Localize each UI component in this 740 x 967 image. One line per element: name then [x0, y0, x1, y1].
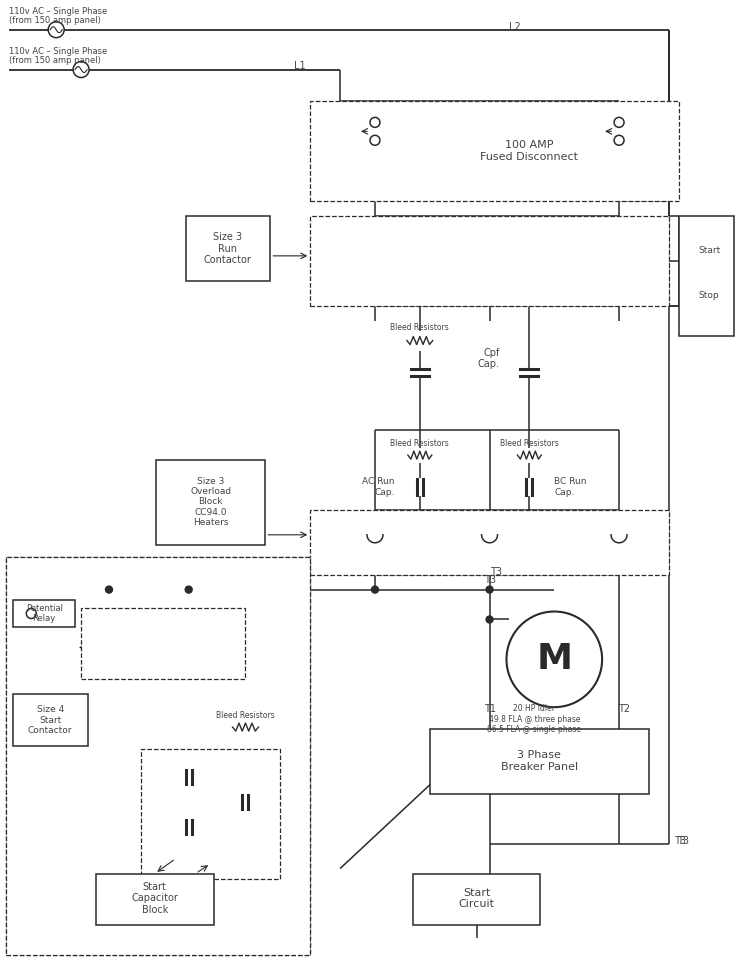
Text: T3: T3 [674, 835, 686, 846]
Bar [310, 510, 669, 574]
Circle shape [371, 586, 378, 593]
Bar [81, 607, 246, 679]
Text: Start: Start [699, 247, 721, 255]
Circle shape [370, 135, 380, 145]
Circle shape [614, 117, 624, 128]
Circle shape [506, 611, 602, 707]
Text: T3: T3 [483, 574, 496, 585]
Bar [310, 216, 669, 306]
Text: 20 HP Idler
49.8 FLA @ three phase
86.5 FLA @ single phase: 20 HP Idler 49.8 FLA @ three phase 86.5 … [488, 704, 582, 734]
Bar [7, 557, 310, 955]
Bar [13, 600, 75, 628]
Circle shape [486, 616, 493, 623]
Circle shape [370, 117, 380, 128]
Circle shape [614, 135, 624, 145]
Text: Size 3
Run
Contactor: Size 3 Run Contactor [204, 232, 252, 266]
Bar [430, 729, 649, 794]
Text: Size 4
Start
Contactor: Size 4 Start Contactor [28, 705, 73, 735]
Text: 110v AC – Single Phase: 110v AC – Single Phase [10, 47, 107, 56]
Text: BC Run
Cap.: BC Run Cap. [554, 478, 587, 497]
Text: 3 Phase
Breaker Panel: 3 Phase Breaker Panel [501, 750, 578, 772]
Circle shape [27, 608, 36, 619]
Text: Start
Circuit: Start Circuit [459, 888, 494, 909]
Bar [679, 216, 733, 336]
Bar [13, 694, 88, 746]
Circle shape [106, 586, 112, 593]
Text: (from 150 amp panel): (from 150 amp panel) [10, 56, 101, 65]
Text: Bleed Resistors: Bleed Resistors [391, 323, 449, 332]
Text: (from 150 amp panel): (from 150 amp panel) [10, 16, 101, 25]
Circle shape [185, 586, 192, 593]
Bar [96, 873, 214, 925]
Text: Potential
Relay: Potential Relay [26, 603, 63, 623]
Circle shape [486, 586, 493, 593]
Text: Stop: Stop [699, 291, 719, 300]
Text: Size 3
Overload
Block
CC94.0
Heaters: Size 3 Overload Block CC94.0 Heaters [190, 477, 231, 527]
Text: Bleed Resistors: Bleed Resistors [500, 439, 559, 448]
Bar [156, 460, 266, 544]
Text: Cpf
Cap.: Cpf Cap. [477, 348, 500, 369]
Text: M: M [536, 642, 572, 676]
Text: 100 AMP
Fused Disconnect: 100 AMP Fused Disconnect [480, 140, 579, 162]
Text: AC Run
Cap.: AC Run Cap. [363, 478, 395, 497]
Text: T3: T3 [490, 567, 502, 576]
Text: 110v AC – Single Phase: 110v AC – Single Phase [10, 8, 107, 16]
Text: L1: L1 [294, 61, 305, 71]
Bar [413, 873, 540, 925]
Text: Bleed Resistors: Bleed Resistors [391, 439, 449, 448]
Text: T1: T1 [483, 704, 496, 715]
Bar [310, 102, 679, 201]
Text: L2: L2 [509, 21, 521, 32]
Bar [141, 749, 280, 878]
Circle shape [73, 62, 89, 77]
Text: T2: T2 [618, 704, 630, 715]
Text: Start
Capacitor
Block: Start Capacitor Block [132, 882, 178, 915]
Bar [186, 216, 270, 280]
Text: Bleed Resistors: Bleed Resistors [216, 711, 275, 719]
Circle shape [48, 21, 64, 38]
Text: T3: T3 [677, 835, 689, 846]
